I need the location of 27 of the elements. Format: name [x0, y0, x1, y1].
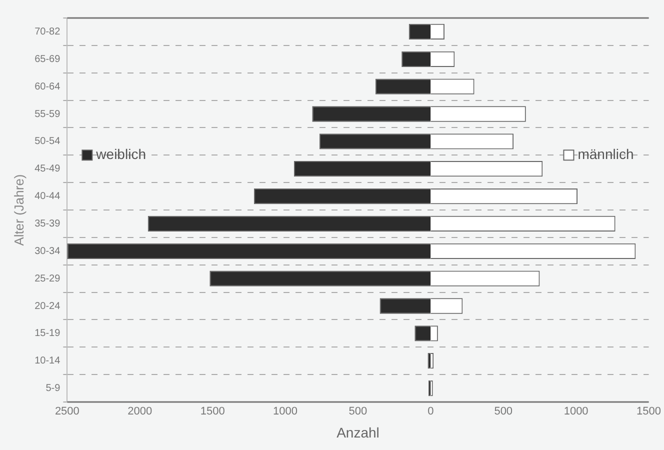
y-tick-label: 10-14	[34, 356, 61, 367]
y-tick-label: 70-82	[34, 26, 61, 38]
x-tick-label: 0	[428, 406, 434, 418]
y-axis-title: Alter (Jahre)	[11, 174, 26, 246]
y-tick-label: 20-24	[34, 300, 61, 312]
y-tick-label: 60-64	[34, 81, 61, 92]
x-tick-label: 1000	[273, 406, 298, 418]
y-tick-label: 40-44	[34, 191, 61, 202]
y-tick-label: 65-69	[34, 54, 61, 65]
y-tick-label: 5-9	[46, 383, 61, 394]
y-tick-label: 15-19	[34, 328, 61, 340]
x-tick-label: 2000	[128, 406, 152, 418]
x-tick-label: 2500	[54, 406, 80, 418]
x-tick-label: 1500	[636, 406, 662, 418]
y-tick-label: 35-39	[34, 218, 61, 230]
y-tick-label: 55-59	[34, 108, 61, 120]
y-tick-label: 50-54	[34, 136, 61, 148]
x-axis-title: Anzahl	[336, 424, 380, 440]
legend-label: männlich	[578, 146, 634, 162]
x-tick-label: 1500	[200, 406, 225, 418]
y-tick-label: 25-29	[34, 273, 61, 284]
legend-label: weiblich	[95, 146, 146, 162]
x-tick-label: 500	[348, 406, 368, 418]
x-tick-label: 500	[494, 406, 513, 418]
y-tick-label: 30-34	[34, 246, 61, 257]
y-tick-label: 45-49	[34, 164, 61, 175]
x-tick-label: 1000	[564, 406, 588, 418]
